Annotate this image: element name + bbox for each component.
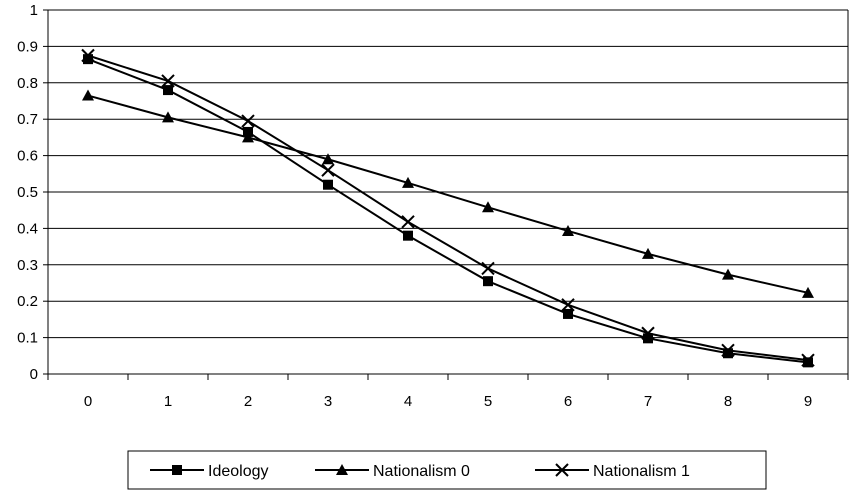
- y-tick-label: 0: [30, 366, 38, 383]
- data-point: [82, 89, 94, 101]
- series-ideology: [83, 54, 813, 368]
- series-line: [87, 54, 809, 362]
- series-nationalism-0: [82, 89, 814, 298]
- series-line: [87, 94, 809, 294]
- axes: [43, 9, 849, 380]
- data-point: [321, 163, 335, 177]
- data-point: [241, 114, 255, 128]
- data-point: [723, 348, 733, 359]
- y-tick-labels: 0 0.1 0.2 0.3 0.4 0.5 0.6 0.7 0.8 0.9 1: [17, 2, 38, 383]
- y-tick-label: 0.4: [17, 220, 38, 237]
- legend-label: Ideology: [208, 463, 269, 480]
- data-point: [163, 85, 173, 96]
- x-tick-label: 2: [244, 393, 252, 410]
- data-point: [643, 333, 653, 344]
- data-point: [403, 230, 413, 241]
- data-point: [722, 268, 734, 280]
- series-group: [81, 48, 815, 368]
- y-tick-label: 0.3: [17, 257, 38, 274]
- data-point: [801, 353, 815, 367]
- data-point: [481, 261, 495, 276]
- x-tick-label: 8: [724, 393, 732, 410]
- x-tick-label: 6: [564, 393, 572, 410]
- data-point: [563, 308, 573, 319]
- data-point: [323, 179, 333, 190]
- y-tick-label: 0.8: [17, 75, 38, 92]
- legend-item: Nationalism 1: [535, 463, 690, 480]
- legend-swatch-marker: [555, 463, 569, 477]
- data-point: [161, 74, 175, 88]
- data-point: [803, 357, 813, 368]
- data-point: [81, 48, 95, 63]
- data-point: [242, 131, 254, 143]
- x-tick-label: 4: [404, 393, 412, 410]
- legend-box: [127, 450, 767, 490]
- data-point: [83, 54, 93, 65]
- data-point: [401, 215, 415, 229]
- gridlines: [48, 9, 848, 339]
- legend-swatch-marker: [336, 464, 348, 475]
- x-tick-labels: 0 1 2 3 4 5 6 7 8 9: [84, 393, 812, 410]
- y-tick-label: 0.9: [17, 38, 38, 55]
- series-nationalism-1: [81, 48, 815, 367]
- data-point: [562, 224, 574, 236]
- legend-label: Nationalism 0: [373, 463, 470, 480]
- series-line: [87, 58, 809, 364]
- data-point: [322, 153, 334, 165]
- y-tick-label: 0.7: [17, 111, 38, 128]
- legend-item: Nationalism 0: [315, 463, 470, 480]
- data-point: [642, 247, 654, 259]
- x-tick-label: 3: [324, 393, 332, 410]
- data-point: [482, 201, 494, 213]
- x-tick-label: 9: [804, 393, 812, 410]
- x-tick-label: 1: [164, 393, 172, 410]
- y-tick-label: 0.5: [17, 184, 38, 201]
- data-point: [561, 298, 575, 312]
- data-point: [162, 111, 174, 123]
- y-tick-label: 0.1: [17, 330, 38, 347]
- x-tick-label: 7: [644, 393, 652, 410]
- x-tick-label: 0: [84, 393, 92, 410]
- y-tick-label: 1: [30, 2, 38, 19]
- data-point: [641, 326, 655, 340]
- legend-swatch-marker: [172, 465, 182, 475]
- data-point: [802, 286, 814, 298]
- x-tick-label: 5: [484, 393, 492, 410]
- data-point: [402, 176, 414, 188]
- data-point: [483, 276, 493, 287]
- legend-item: Ideology: [150, 463, 269, 480]
- data-point: [721, 343, 735, 358]
- y-tick-label: 0.6: [17, 148, 38, 165]
- legend: Ideology Nationalism 0 Nationalism 1: [127, 450, 767, 490]
- y-tick-label: 0.2: [17, 293, 38, 310]
- legend-label: Nationalism 1: [593, 463, 690, 480]
